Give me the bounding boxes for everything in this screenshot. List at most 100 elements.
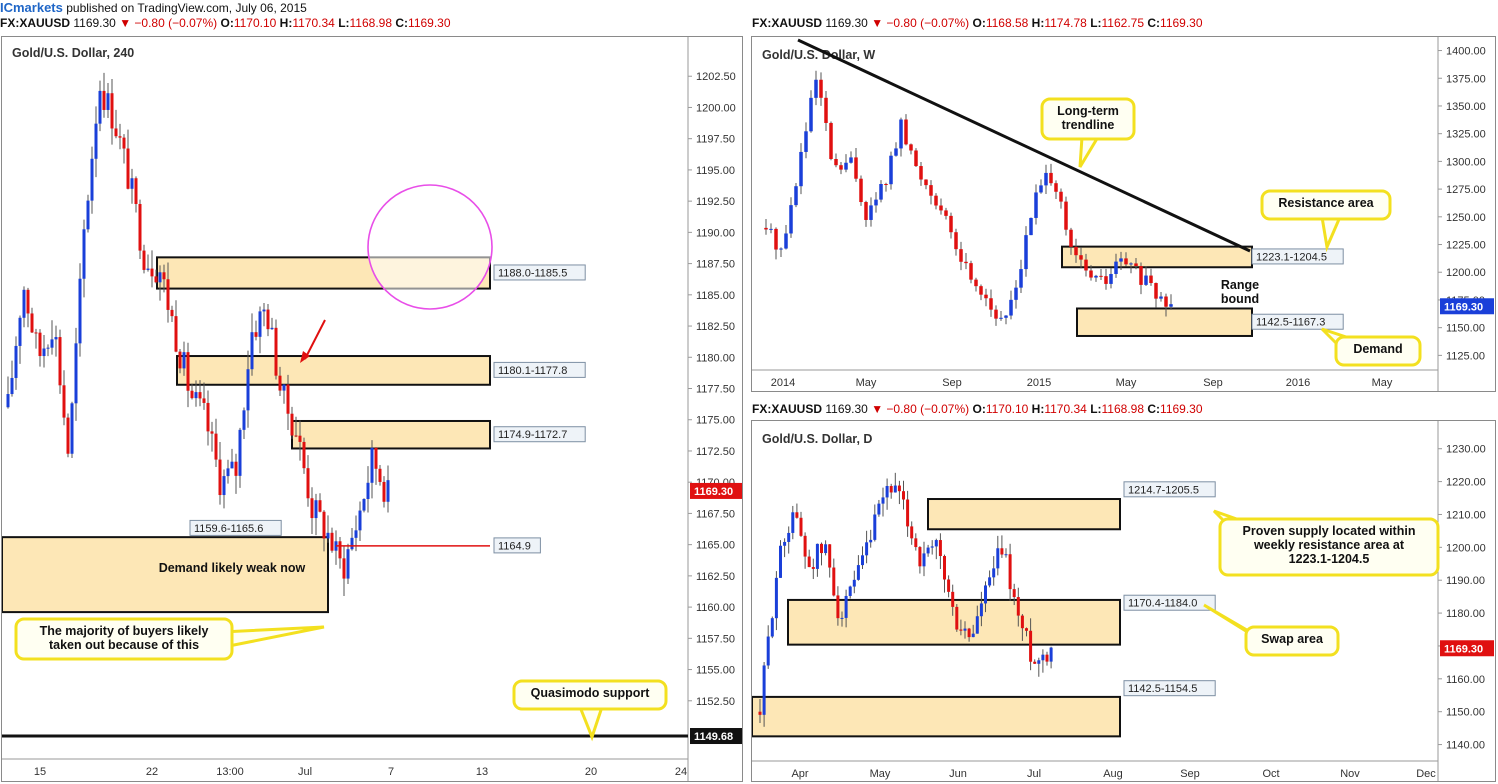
candle-body xyxy=(1064,201,1068,230)
h-label: H: xyxy=(279,16,293,30)
buyers-callout: The majority of buyers likely xyxy=(40,624,209,638)
candle-body xyxy=(206,402,210,432)
candle-body xyxy=(386,480,390,502)
candle-body xyxy=(158,272,162,283)
candle-body xyxy=(98,90,102,124)
daily-chart[interactable]: Gold/U.S. Dollar, D 1140.00 1150.00 1160.00… xyxy=(752,421,1495,781)
candle-body xyxy=(879,184,883,200)
candle-body xyxy=(963,628,967,631)
candle-body xyxy=(904,119,908,145)
weekly-chart[interactable]: Gold/U.S. Dollar, W1125.001150.001175.00… xyxy=(752,37,1495,391)
candle-body xyxy=(849,157,853,163)
candle-body xyxy=(58,337,62,386)
candle-body xyxy=(873,514,877,540)
candle-body xyxy=(178,351,182,369)
candle-body xyxy=(839,165,843,170)
candle-body xyxy=(230,461,234,469)
candle-body xyxy=(869,205,873,220)
candle-body xyxy=(362,499,366,511)
candle-body xyxy=(182,352,186,369)
candle-body xyxy=(162,272,166,280)
candle-body xyxy=(242,410,246,430)
trendline-callout: trendline xyxy=(1062,118,1115,132)
candle-body xyxy=(758,711,762,715)
price-tick-label: 1200.00 xyxy=(1446,542,1486,554)
l-label: L: xyxy=(338,16,350,30)
candle-body xyxy=(1119,258,1123,262)
change: ▼ −0.80 (−0.07%) xyxy=(871,16,970,30)
price-tick-label: 1325.00 xyxy=(1446,129,1486,141)
candle-body xyxy=(1079,255,1083,260)
candle-body xyxy=(154,276,158,283)
zone-label-1142: 1142.5-1154.5 xyxy=(1128,683,1197,695)
brand-logo[interactable]: ICmarkets xyxy=(0,0,63,15)
published-note: published on TradingView.com, July 06, 2… xyxy=(66,1,307,15)
candle-body xyxy=(988,577,992,586)
candle-body xyxy=(282,384,286,391)
o-label: O: xyxy=(220,16,234,30)
trendline-callout-tail xyxy=(1078,135,1101,168)
zone-label-1188: 1188.0-1185.5 xyxy=(498,267,567,279)
h4-chart-panel[interactable]: Gold/U.S. Dollar, 240 1152.50 1155.00 1157.… xyxy=(1,36,743,782)
candle-body xyxy=(1154,283,1158,299)
price-tick-label: 1182.50 xyxy=(696,321,735,333)
price-tick-label: 1230.00 xyxy=(1446,444,1486,456)
candle-body xyxy=(254,332,258,337)
candle-body xyxy=(967,628,971,638)
c-label: C: xyxy=(1147,16,1161,30)
candle-body xyxy=(1029,630,1033,662)
candle-body xyxy=(1109,273,1113,284)
candle-body xyxy=(884,184,888,186)
candle-body xyxy=(278,375,282,391)
candle-body xyxy=(46,347,50,349)
candle-body xyxy=(370,447,374,483)
zone-label-1170-box xyxy=(1123,594,1216,611)
time-tick-label: Aug xyxy=(1103,768,1123,780)
time-tick-label: Dec xyxy=(1416,768,1436,780)
candle-body xyxy=(1044,172,1048,186)
weekly-chart-panel[interactable]: Gold/U.S. Dollar, W1125.001150.001175.00… xyxy=(751,36,1496,392)
price-tick-label: 1162.50 xyxy=(696,571,735,583)
candle-body xyxy=(54,337,58,340)
quasimodo-callout-tail xyxy=(577,705,605,742)
candle-body xyxy=(1016,597,1020,616)
price: 1169.30 xyxy=(825,16,868,30)
zone-label-1142-box xyxy=(1251,313,1344,330)
price-tick-label: 1195.00 xyxy=(696,165,735,177)
candle-body xyxy=(202,398,206,403)
candle-body xyxy=(146,268,150,270)
candle-body xyxy=(102,90,106,110)
candle-body xyxy=(955,606,959,630)
candle-body xyxy=(1159,296,1163,299)
candle-body xyxy=(795,512,799,518)
low-value: 1162.75 xyxy=(1101,16,1145,30)
candle-body xyxy=(975,616,979,634)
candle-body xyxy=(1089,270,1093,278)
candle-body xyxy=(807,556,811,568)
time-tick-label: 2016 xyxy=(1286,377,1310,389)
time-tick-label: Jul xyxy=(1027,768,1041,780)
candle-body xyxy=(1033,661,1037,664)
candle-body xyxy=(951,591,955,607)
candle-body xyxy=(378,468,382,482)
candle-body xyxy=(374,447,378,469)
candle-body xyxy=(42,348,46,357)
candle-body xyxy=(90,158,94,201)
candle-body xyxy=(1041,654,1045,661)
candle-body xyxy=(18,317,22,346)
candle-body xyxy=(1169,304,1173,307)
price-tick-label: 1200.00 xyxy=(1446,267,1486,279)
candle-body xyxy=(922,553,926,567)
h4-chart[interactable]: Gold/U.S. Dollar, 240 1152.50 1155.00 1157.… xyxy=(2,37,742,781)
candle-body xyxy=(959,249,963,262)
candle-body xyxy=(949,215,953,233)
candle-body xyxy=(1114,261,1118,274)
trendline-callout: Long-term xyxy=(1057,104,1119,118)
candle-body xyxy=(909,144,913,151)
candle-body xyxy=(979,603,983,617)
candle-body xyxy=(198,392,202,399)
candle-body xyxy=(844,595,848,618)
candle-body xyxy=(122,137,126,149)
candle-body xyxy=(914,538,918,548)
daily-chart-panel[interactable]: Gold/U.S. Dollar, D 1140.00 1150.00 1160.00… xyxy=(751,420,1496,782)
